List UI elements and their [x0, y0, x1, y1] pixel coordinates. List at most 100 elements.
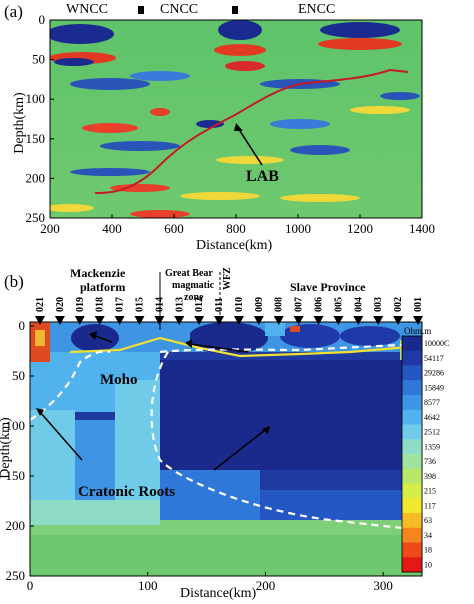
panel-b-ytick: 50 — [12, 368, 25, 383]
panel-b-xtick: 300 — [373, 578, 393, 593]
colorbar-label: 54117 — [424, 354, 444, 363]
colorbar-swatch — [402, 365, 422, 381]
station-triangle — [373, 316, 384, 325]
colorbar-swatch — [402, 527, 422, 543]
panel-a-xlabel: Distance(km) — [196, 238, 273, 253]
panel-b-ytick: 0 — [19, 318, 26, 333]
station-label: 012 — [194, 297, 205, 312]
panel-b-xtick: 0 — [27, 578, 34, 593]
panel-b-plot: 021 020 019 018 017 015 014 013 012 011 010 009 008 0… — [29, 272, 424, 577]
wfz-label: WFZ — [222, 267, 233, 290]
platform-label: platform — [80, 280, 126, 294]
region-encc: ENCC — [298, 2, 336, 17]
station-label: 008 — [274, 297, 285, 312]
station-label: 001 — [413, 297, 424, 312]
panel-a-xtick: 1200 — [347, 221, 373, 236]
colorbar-label: 736 — [424, 457, 436, 466]
lab-curve — [94, 68, 409, 195]
great-bear-label: Great Bear — [165, 268, 213, 279]
lab-arrow — [237, 127, 263, 166]
cratonic-arrow-left — [39, 411, 83, 461]
slave-province-label: Slave Province — [290, 280, 366, 294]
colorbar-swatch — [402, 409, 422, 425]
station-label: 015 — [134, 297, 145, 312]
colorbar-swatch — [402, 350, 422, 366]
station-triangle — [393, 316, 404, 325]
moho-arrow — [189, 343, 249, 353]
station-triangle — [35, 316, 45, 325]
region-divider-marker — [138, 6, 144, 14]
station-triangle — [273, 316, 284, 325]
cratonic-roots-label: Cratonic Roots — [78, 484, 176, 500]
panel-a-xtick: 400 — [102, 221, 122, 236]
region-divider-marker — [232, 6, 238, 14]
cratonic-boundary-right — [150, 351, 421, 532]
panel-b-ytick: 150 — [6, 468, 26, 483]
station-label: 002 — [393, 297, 404, 312]
colorbar-label: 398 — [424, 472, 436, 481]
station-triangle — [94, 316, 105, 325]
station-triangle — [333, 316, 344, 325]
panel-a-xtick: 200 — [40, 221, 60, 236]
panel-b-label: (b) — [4, 272, 24, 291]
station-label: 009 — [254, 297, 265, 312]
colorbar-label: 117 — [424, 501, 436, 510]
station-triangle — [353, 316, 364, 325]
panel-b-xtick: 200 — [256, 578, 276, 593]
station-label: 017 — [115, 297, 126, 312]
station-label: 021 — [35, 297, 46, 312]
colorbar-label: 34 — [424, 531, 432, 540]
colorbar-swatch — [402, 424, 422, 440]
colorbar-swatch — [402, 395, 422, 411]
panel-a-plot — [49, 6, 423, 219]
panel-a-ytick: 50 — [32, 52, 45, 67]
station-triangle — [253, 316, 264, 325]
moho-line — [69, 336, 421, 358]
colorbar-swatch — [402, 483, 422, 499]
station-label: 004 — [353, 297, 364, 312]
panel-b-ytick: 100 — [6, 418, 26, 433]
station-label: 005 — [333, 297, 344, 312]
region-cncc: CNCC — [160, 2, 199, 17]
colorbar-swatch — [402, 468, 422, 484]
panel-a-ytick: 250 — [26, 210, 46, 225]
station-label: 003 — [373, 297, 384, 312]
colorbar-label: 29286 — [424, 369, 444, 378]
panel-a-ytick: 200 — [26, 170, 46, 185]
panel-b-ylabel: Depth(km) — [0, 417, 13, 479]
colorbar-label: 63 — [424, 516, 432, 525]
station-triangle — [194, 316, 205, 325]
station-triangle — [313, 316, 324, 325]
colorbar: 10000C 54117 29286 15849 8577 4642 2512 1359 736… — [402, 336, 449, 573]
panel-b-xlabel: Distance(km) — [180, 586, 257, 601]
panel-b-ytick: 250 — [6, 568, 26, 583]
station-triangle — [154, 316, 165, 325]
mackenzie-label: Mackenzie — [70, 266, 126, 280]
panel-a-xtick: 600 — [164, 221, 184, 236]
colorbar-swatch — [402, 336, 422, 352]
station-label: 019 — [75, 297, 86, 312]
panel-a-ytick: 150 — [26, 131, 46, 146]
station-triangle — [293, 316, 304, 325]
colorbar-label: 8577 — [424, 398, 440, 407]
colorbar-swatch — [402, 454, 422, 470]
colorbar-label: 10 — [424, 560, 432, 569]
colorbar-label: 4642 — [424, 413, 440, 422]
colorbar-label: 10000C — [424, 339, 449, 348]
station-label: 006 — [314, 297, 325, 312]
colorbar-swatch — [402, 542, 422, 558]
moho-label: Moho — [100, 372, 138, 388]
colorbar-label: 2512 — [424, 428, 440, 437]
station-label: 010 — [234, 297, 245, 312]
station-triangle — [174, 316, 185, 325]
panel-a-xtick: 1400 — [409, 221, 435, 236]
panel-b-ytick: 200 — [6, 518, 26, 533]
station-triangle — [233, 316, 244, 325]
panel-a-label: (a) — [4, 2, 23, 21]
panel-a-ytick: 0 — [39, 12, 46, 27]
magmatic-label: magmatic — [172, 280, 215, 291]
panel-b-xtick: 100 — [138, 578, 158, 593]
colorbar-swatch — [402, 439, 422, 455]
station-triangle — [214, 316, 225, 325]
